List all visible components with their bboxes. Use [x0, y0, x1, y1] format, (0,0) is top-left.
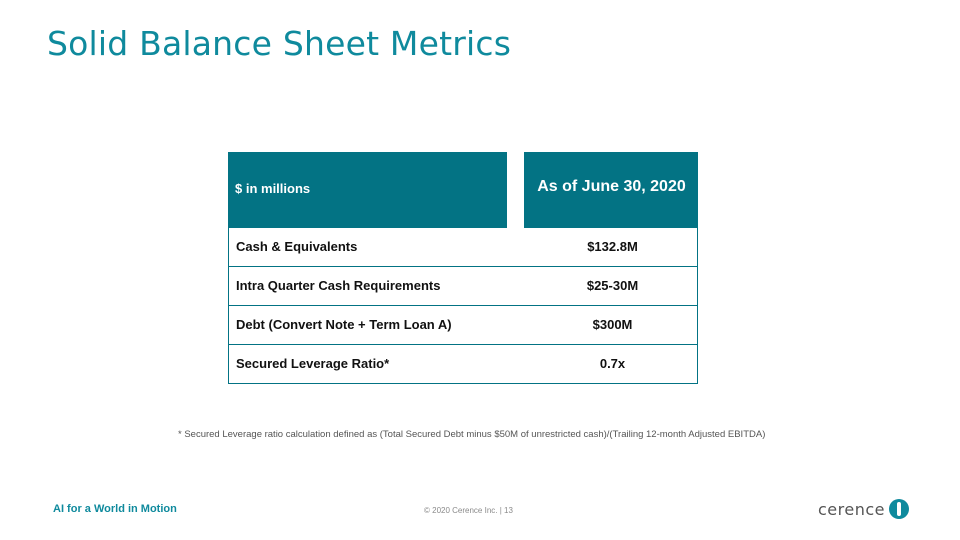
- cerence-logo: cerence: [818, 499, 909, 519]
- table-row-cash: Cash & Equivalents $132.8M: [228, 228, 698, 267]
- header-cell-units: $ in millions: [228, 152, 506, 228]
- row-value: $300M: [592, 317, 633, 332]
- table-header: $ in millions As of June 30, 2020: [228, 152, 698, 228]
- header-units-label: $ in millions: [235, 181, 311, 196]
- header-date-label: As of June 30, 2020: [537, 178, 686, 195]
- table-row-intra-quarter: Intra Quarter Cash Requirements $25-30M: [228, 267, 698, 306]
- table-row-leverage: Secured Leverage Ratio* 0.7x: [228, 345, 698, 384]
- header-cell-date: As of June 30, 2020: [525, 152, 698, 228]
- row-label: Secured Leverage Ratio*: [236, 356, 390, 371]
- logo-mark-icon: [889, 499, 909, 519]
- row-label: Cash & Equivalents: [236, 239, 358, 254]
- footnote: * Secured Leverage ratio calculation def…: [178, 429, 766, 440]
- table-row-debt: Debt (Convert Note + Term Loan A) $300M: [228, 306, 698, 345]
- row-value: $132.8M: [587, 239, 638, 254]
- row-label: Debt (Convert Note + Term Loan A): [236, 317, 452, 332]
- slide-title: Solid Balance Sheet Metrics: [47, 24, 512, 63]
- row-value: $25-30M: [586, 278, 639, 293]
- row-value: 0.7x: [599, 356, 626, 371]
- logo-wordmark: cerence: [818, 499, 885, 519]
- row-label: Intra Quarter Cash Requirements: [236, 278, 441, 293]
- tagline: AI for a World in Motion: [53, 503, 177, 515]
- balance-sheet-table: $ in millions As of June 30, 2020 Cash &…: [228, 152, 698, 384]
- header-gap: [506, 152, 525, 228]
- page-footer: © 2020 Cerence Inc. | 13: [424, 506, 513, 515]
